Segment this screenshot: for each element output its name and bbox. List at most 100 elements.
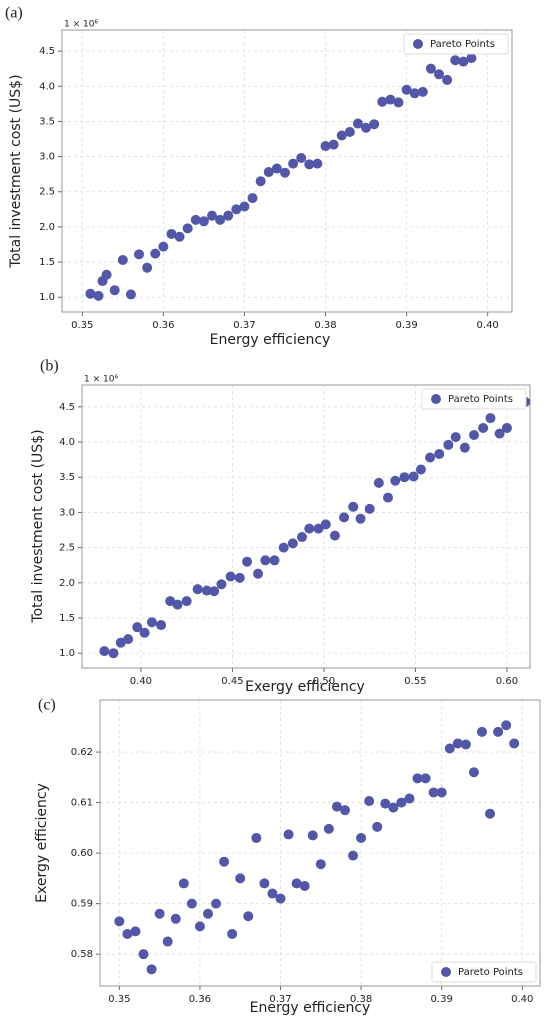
point — [380, 798, 391, 809]
point — [436, 787, 447, 798]
x-tick-label: 0.38 — [350, 994, 372, 1005]
point — [356, 832, 367, 843]
y-tick-label: 0.60 — [71, 848, 93, 859]
plot-frame — [99, 699, 541, 987]
point — [142, 262, 153, 273]
point — [278, 542, 289, 553]
point — [420, 773, 431, 784]
point — [399, 472, 410, 483]
point — [361, 122, 372, 133]
panel-label: (b) — [40, 358, 59, 375]
point — [442, 74, 453, 85]
point — [267, 888, 278, 899]
legend-box — [431, 961, 537, 983]
point — [428, 787, 439, 798]
point — [425, 63, 436, 74]
point — [201, 585, 212, 596]
y-tick-label: 3.0 — [39, 152, 55, 163]
chart-panel: (c) Energy efficiency Exergy efficiency 0.3… — [34, 697, 541, 1016]
point — [412, 773, 423, 784]
point — [509, 738, 520, 749]
legend-label: Pareto Points — [448, 394, 513, 405]
point — [181, 596, 192, 607]
y-tick-label: 4.5 — [59, 402, 75, 413]
point — [242, 556, 253, 567]
x-axis-title: Exergy efficiency — [245, 679, 365, 695]
x-tick-label: 0.36 — [189, 994, 211, 1005]
point — [425, 452, 436, 463]
x-tick-label: 0.36 — [152, 320, 174, 331]
legend: Pareto Points — [421, 388, 527, 410]
point — [158, 241, 169, 252]
point — [352, 118, 363, 129]
point — [260, 555, 271, 566]
point — [315, 859, 326, 870]
point — [198, 216, 209, 227]
point — [469, 429, 479, 440]
plot-frame — [61, 29, 513, 313]
point — [382, 492, 393, 503]
legend-label: Pareto Points — [458, 967, 523, 978]
point — [450, 55, 461, 66]
point — [114, 916, 125, 927]
point — [494, 428, 505, 439]
point — [223, 210, 234, 221]
x-tick-label: 0.35 — [108, 994, 130, 1005]
point — [501, 422, 512, 433]
point — [139, 627, 150, 638]
point — [202, 908, 213, 919]
y-tick-label: 0.62 — [71, 747, 93, 758]
point — [331, 801, 342, 812]
point — [132, 622, 143, 633]
y-axis-title: Total investment cost (US$) — [8, 74, 24, 268]
y-tick-label: 1.5 — [59, 613, 75, 624]
point — [150, 248, 161, 259]
point — [501, 720, 512, 731]
point — [225, 571, 236, 582]
point — [138, 949, 149, 960]
y-tick-label: 1.0 — [39, 292, 55, 303]
point — [415, 464, 426, 475]
y-tick-label: 0.58 — [71, 949, 93, 960]
chart-panel: (b) 1 × 10⁶ Exergy efficiency Total investm… — [30, 358, 531, 695]
point — [239, 201, 250, 212]
point — [215, 214, 226, 225]
point — [190, 214, 201, 225]
point — [450, 432, 461, 443]
point — [373, 477, 384, 488]
point — [211, 898, 222, 909]
point — [307, 830, 318, 841]
point — [182, 223, 193, 234]
point — [364, 796, 375, 807]
point — [485, 808, 496, 819]
point — [312, 158, 323, 169]
point — [304, 523, 315, 534]
point — [283, 829, 294, 840]
point — [231, 204, 242, 215]
point — [219, 856, 230, 867]
point — [320, 519, 331, 530]
point — [108, 648, 119, 659]
point — [166, 228, 177, 239]
y-tick-label: 4.0 — [59, 437, 75, 448]
point — [291, 878, 302, 889]
x-tick-label: 0.40 — [477, 320, 499, 331]
point — [320, 141, 331, 152]
point — [123, 634, 134, 645]
point — [109, 285, 120, 296]
x-axis-title: Energy efficiency — [210, 332, 331, 348]
point — [253, 568, 264, 579]
point — [207, 210, 217, 221]
y-tick-label: 1.5 — [39, 257, 55, 268]
y-tick-label: 2.0 — [59, 578, 75, 589]
x-axis-title: Energy efficiency — [250, 1000, 371, 1016]
point — [493, 726, 504, 737]
point — [275, 893, 286, 904]
point — [355, 513, 366, 524]
x-tick-label: 0.37 — [233, 320, 255, 331]
point — [269, 555, 280, 566]
point — [162, 936, 173, 947]
point — [452, 738, 463, 749]
point — [156, 620, 167, 631]
